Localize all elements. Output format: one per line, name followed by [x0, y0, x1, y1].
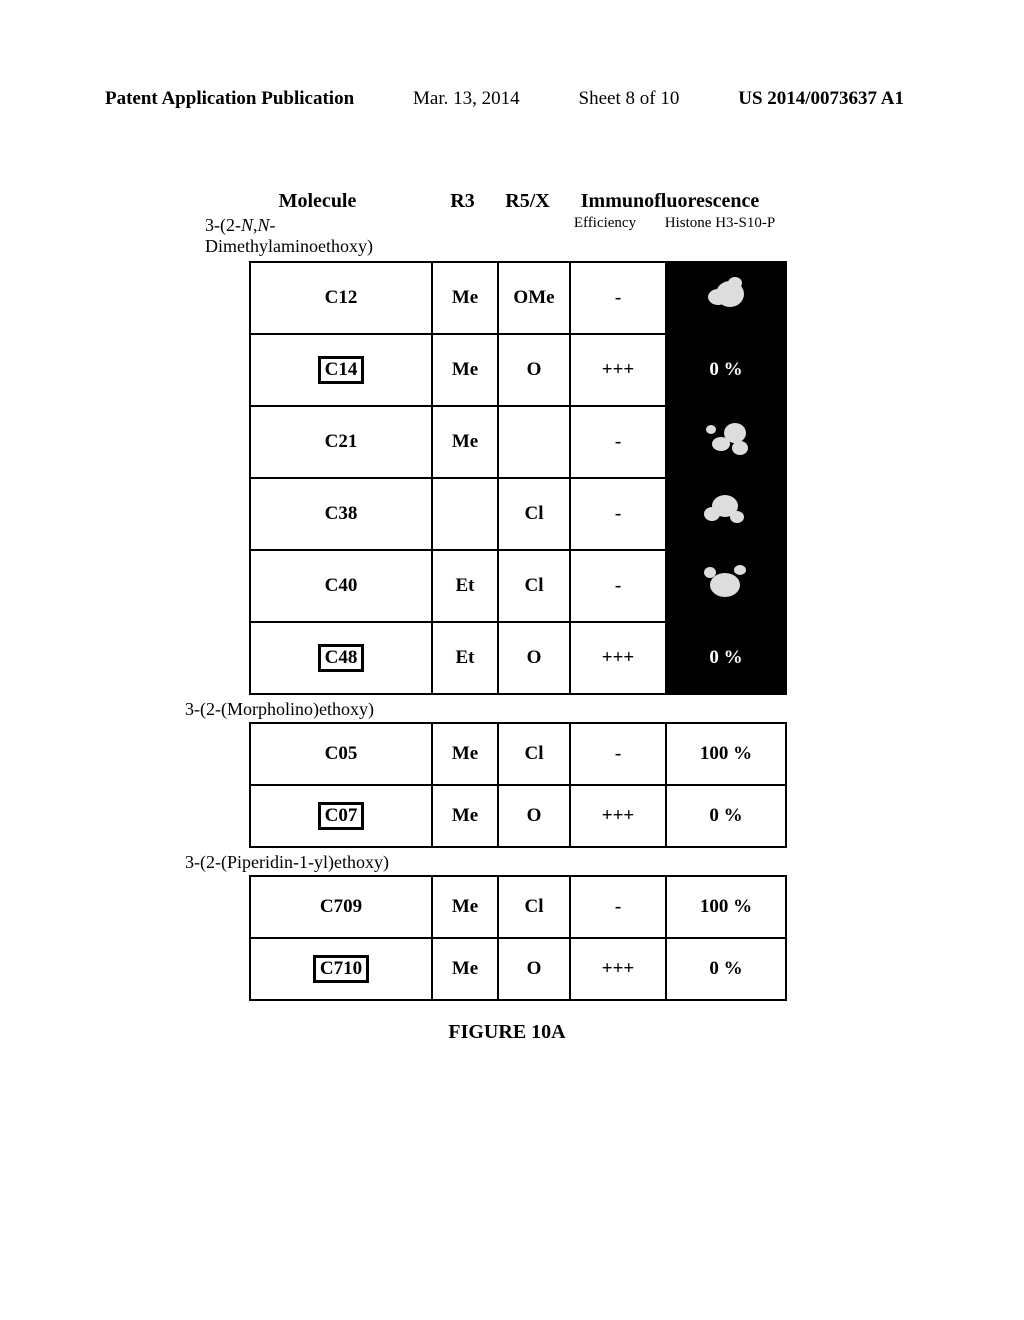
cell-r3: Et: [432, 622, 498, 694]
table-row: C709 Me Cl - 100 %: [250, 876, 786, 938]
header-sheet: Sheet 8 of 10: [579, 88, 680, 110]
col-molecule: Molecule: [205, 190, 430, 213]
cell-eff: -: [570, 262, 666, 334]
section-label-1: 3-(2-(Morpholino)ethoxy): [185, 699, 820, 720]
cell-r5: O: [498, 334, 570, 406]
col-immuno: Immunofluorescence: [560, 190, 780, 213]
figure-content: Molecule R3 R5/X Immunofluorescence 3-(2…: [205, 190, 820, 1044]
cell-r5: O: [498, 785, 570, 847]
cell-r5: Cl: [498, 550, 570, 622]
table-row: C40 Et Cl -: [250, 550, 786, 622]
fluorescence-blob-icon: [698, 415, 754, 463]
boxed-mol: C14: [318, 356, 365, 384]
cell-r5: Cl: [498, 876, 570, 938]
cell-eff: -: [570, 550, 666, 622]
cell-eff: -: [570, 406, 666, 478]
table-header-row: Molecule R3 R5/X Immunofluorescence: [205, 190, 820, 213]
cell-eff: -: [570, 876, 666, 938]
cell-histone: 0 %: [666, 622, 786, 694]
section-label-0: 3-(2-N,N-Dimethylaminoethoxy): [205, 215, 430, 257]
cell-mol: C48: [250, 622, 432, 694]
cell-mol: C07: [250, 785, 432, 847]
header-date: Mar. 13, 2014: [413, 88, 520, 110]
table-row: C48 Et O +++ 0 %: [250, 622, 786, 694]
cell-r3: [432, 478, 498, 550]
cell-eff: +++: [570, 334, 666, 406]
cell-histone: 0 %: [666, 334, 786, 406]
cell-histone: 0 %: [666, 785, 786, 847]
cell-histone: [666, 406, 786, 478]
table-row: C07 Me O +++ 0 %: [250, 785, 786, 847]
col-histone: Histone H3-S10-P: [650, 215, 790, 257]
cell-r3: Me: [432, 406, 498, 478]
cell-eff: +++: [570, 622, 666, 694]
boxed-mol: C07: [318, 802, 365, 830]
cell-mol: C12: [250, 262, 432, 334]
cell-mol: C709: [250, 876, 432, 938]
cell-r3: Me: [432, 334, 498, 406]
table-section-1: C05 Me Cl - 100 % C07 Me O +++ 0 %: [249, 722, 787, 848]
cell-mol: C05: [250, 723, 432, 785]
cell-r3: Et: [432, 550, 498, 622]
cell-histone: 100 %: [666, 723, 786, 785]
cell-r3: Me: [432, 785, 498, 847]
table-row: C05 Me Cl - 100 %: [250, 723, 786, 785]
cell-eff: -: [570, 478, 666, 550]
table-row: C12 Me OMe -: [250, 262, 786, 334]
cell-histone: [666, 478, 786, 550]
cell-eff: +++: [570, 785, 666, 847]
cell-r3: Me: [432, 938, 498, 1000]
cell-r3: Me: [432, 876, 498, 938]
header-right: US 2014/0073637 A1: [738, 88, 904, 110]
cell-mol: C38: [250, 478, 432, 550]
col-r3: R3: [430, 190, 495, 213]
fluorescence-blob-icon: [698, 271, 754, 319]
cell-eff: -: [570, 723, 666, 785]
cell-r5: Cl: [498, 478, 570, 550]
section-label-2: 3-(2-(Piperidin-1-yl)ethoxy): [185, 852, 820, 873]
fluorescence-blob-icon: [698, 559, 754, 607]
cell-histone: 0 %: [666, 938, 786, 1000]
header-left: Patent Application Publication: [105, 88, 354, 110]
cell-mol: C710: [250, 938, 432, 1000]
col-efficiency: Efficiency: [560, 215, 650, 257]
cell-mol: C14: [250, 334, 432, 406]
cell-mol: C40: [250, 550, 432, 622]
cell-r5: O: [498, 938, 570, 1000]
table-subheader-row: 3-(2-N,N-Dimethylaminoethoxy) Efficiency…: [205, 215, 820, 257]
cell-r5: [498, 406, 570, 478]
table-row: C710 Me O +++ 0 %: [250, 938, 786, 1000]
cell-histone: [666, 550, 786, 622]
cell-r3: Me: [432, 262, 498, 334]
cell-r5: Cl: [498, 723, 570, 785]
table-row: C38 Cl -: [250, 478, 786, 550]
figure-caption: FIGURE 10A: [249, 1021, 765, 1044]
cell-r5: O: [498, 622, 570, 694]
boxed-mol: C48: [318, 644, 365, 672]
cell-r3: Me: [432, 723, 498, 785]
page-header: Patent Application Publication Mar. 13, …: [0, 88, 1024, 110]
cell-mol: C21: [250, 406, 432, 478]
cell-histone: [666, 262, 786, 334]
boxed-mol: C710: [313, 955, 369, 983]
fluorescence-blob-icon: [698, 487, 754, 535]
table-row: C21 Me -: [250, 406, 786, 478]
col-r5x: R5/X: [495, 190, 560, 213]
cell-eff: +++: [570, 938, 666, 1000]
cell-histone: 100 %: [666, 876, 786, 938]
cell-r5: OMe: [498, 262, 570, 334]
table-row: C14 Me O +++ 0 %: [250, 334, 786, 406]
table-section-0: C12 Me OMe - C14 Me O +++ 0 % C21 Me - C…: [249, 261, 787, 695]
table-section-2: C709 Me Cl - 100 % C710 Me O +++ 0 %: [249, 875, 787, 1001]
